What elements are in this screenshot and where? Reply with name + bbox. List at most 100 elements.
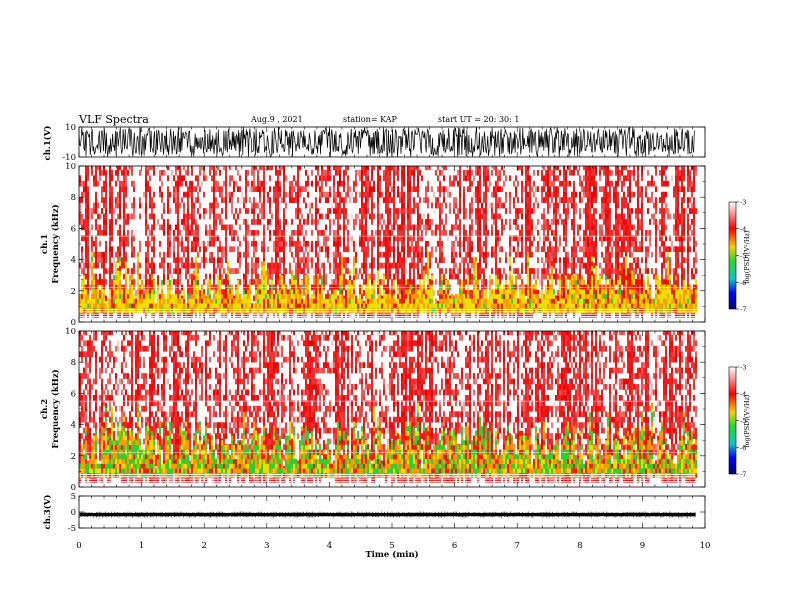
ch1-spectrogram-cell [521, 240, 523, 247]
ch1-spectrogram-cell [255, 311, 257, 318]
ch1-spectrogram-cell [387, 186, 389, 193]
ch1-spectrogram-cell [621, 290, 623, 296]
ch1-spectrogram-cell [563, 290, 565, 296]
ch1-spectrogram-cell [213, 219, 215, 225]
ch1-spectrogram-cell [649, 240, 651, 247]
ch1-spectrogram-cell [583, 240, 585, 247]
ch1-spectrogram-cell [87, 235, 89, 242]
ch1-spectrogram-cell [573, 180, 575, 187]
ch1-spectrogram-cell [663, 169, 665, 176]
ch1-spectrogram-cell [629, 219, 631, 225]
ch1-spectrogram-cell [171, 169, 173, 176]
ch1-spectrogram-cell [663, 251, 665, 258]
ch1-spectrogram-cell [83, 262, 85, 269]
ch1-spectrogram-cell [123, 180, 125, 187]
ch1-spectrogram-cell [101, 262, 103, 269]
ch1-spectrogram-cell [479, 229, 481, 236]
ch1-spectrogram-cell [565, 257, 567, 264]
ch1-spectrogram-cell [315, 166, 317, 171]
ch1-spectrogram-cell [345, 208, 347, 214]
ch1-spectrogram-cell [555, 246, 557, 253]
ch1-spectrogram-cell [419, 246, 421, 253]
ch1-spectrogram-cell [147, 262, 149, 269]
ch1-spectrogram-band-cell [125, 307, 127, 313]
ch1-spectrogram-cell [297, 268, 299, 274]
ch1-spectrogram-cell [425, 191, 427, 198]
ch1-spectrogram-cell [207, 240, 209, 247]
ch1-spectrogram-cell [499, 186, 501, 193]
ch1-spectrogram-cell [83, 268, 85, 274]
ch1-spectrogram-cell [175, 290, 177, 296]
ch1-spectrogram-cell [197, 197, 199, 203]
ch1-spectrogram-cell [335, 229, 337, 236]
ch1-spectrogram-cell [655, 186, 657, 193]
ch1-spectrogram-cell [161, 197, 163, 203]
ch1-spectrogram-cell [591, 251, 593, 258]
ch1-spectrogram-cell [245, 197, 247, 203]
ch1-spectrogram-cell [553, 246, 555, 253]
ch1-spectrogram-cell [421, 251, 423, 258]
ch1-spectrogram-cell [173, 311, 175, 318]
ch1-spectrogram-cell [131, 311, 133, 318]
ch1-spectrogram-cell [345, 213, 347, 220]
ch1-spectrogram-cell [595, 262, 597, 269]
ch1-spectrogram-cell [215, 268, 217, 274]
ch1-spectrogram-cell [421, 273, 423, 280]
ch1-spectrogram-cell [399, 279, 401, 285]
ch1-spectrogram-cell [323, 273, 325, 280]
ch1-spectrogram-cell [99, 224, 101, 231]
ch1-spectrogram-cell [565, 311, 567, 318]
ch1-spectrogram-band-cell [113, 275, 115, 281]
ch1-spectrogram-band-cell [87, 307, 89, 313]
ch1-spectrogram-cell [557, 273, 559, 280]
ch1-spectrogram-cell [267, 268, 269, 274]
ch1-spectrogram-cell [625, 311, 627, 318]
ch1-spectrogram-cell [385, 268, 387, 274]
ch1-spectrogram-cell [497, 273, 499, 280]
ch1-spectrogram-cell [573, 268, 575, 274]
ch1-spectrogram-cell [361, 197, 363, 203]
ch1-spectrogram-cell [191, 219, 193, 225]
ch1-spectrogram-cell [97, 213, 99, 220]
ch1-spectrogram-band-cell [97, 293, 99, 299]
ch1-spectrogram-cell [537, 169, 539, 176]
ch1-spectrogram-cell [651, 251, 653, 258]
ch1-spectrogram-cell [579, 268, 581, 274]
ch1-spectrogram-cell [123, 251, 125, 258]
ch1-spectrogram-cell [689, 208, 691, 214]
ch1-spectrogram-band-cell [131, 279, 133, 285]
ch1-spectrogram-cell [143, 208, 145, 214]
ch1-spectrogram-cell [153, 235, 155, 242]
ch1-spectrogram-cell [529, 224, 531, 231]
ch1-spectrogram-cell [465, 257, 467, 264]
ch1-spectrogram-cell [217, 235, 219, 242]
ch1-spectrogram-cell [213, 235, 215, 242]
ch1-spectrogram-cell [441, 246, 443, 253]
ch1-spectrogram-cell [509, 224, 511, 231]
ch1-spectrogram-band-cell [91, 275, 93, 281]
ch1-spectrogram-cell [125, 311, 127, 318]
ch1-spectrogram-cell [623, 224, 625, 231]
ch1-spectrogram-cell [585, 262, 587, 269]
ch1-spectrogram-cell [589, 186, 591, 193]
header-station: station= KAP [343, 115, 398, 124]
ch1-spectrogram-cell [579, 213, 581, 220]
ch1-spectrogram-band-cell [79, 293, 81, 299]
ch1-spectrogram-cell [663, 166, 665, 171]
ch1-spectrogram-band-cell [125, 284, 127, 290]
ch1-spectrogram-cell [209, 240, 211, 247]
ch1-spectrogram-cell [223, 268, 225, 274]
ch1-spectrogram-cell [133, 262, 135, 269]
ch1-spectrogram-cell [193, 213, 195, 220]
ch1-spectrogram-cell [97, 251, 99, 258]
ch1-spectrogram-band-cell [107, 307, 109, 313]
ch1-spectrogram-cell [455, 213, 457, 220]
ch1-spectrogram-cell [385, 229, 387, 236]
ch1-spectrogram-cell [453, 224, 455, 231]
ch1-spectrogram-cell [607, 213, 609, 220]
ch1-spectrogram-cell [355, 311, 357, 318]
ch1-spectrogram-cell [409, 219, 411, 225]
ch1-spectrogram-cell [523, 311, 525, 318]
ch1-spectrogram-cell [247, 246, 249, 253]
ch1-spectrogram-band-cell [87, 303, 89, 309]
